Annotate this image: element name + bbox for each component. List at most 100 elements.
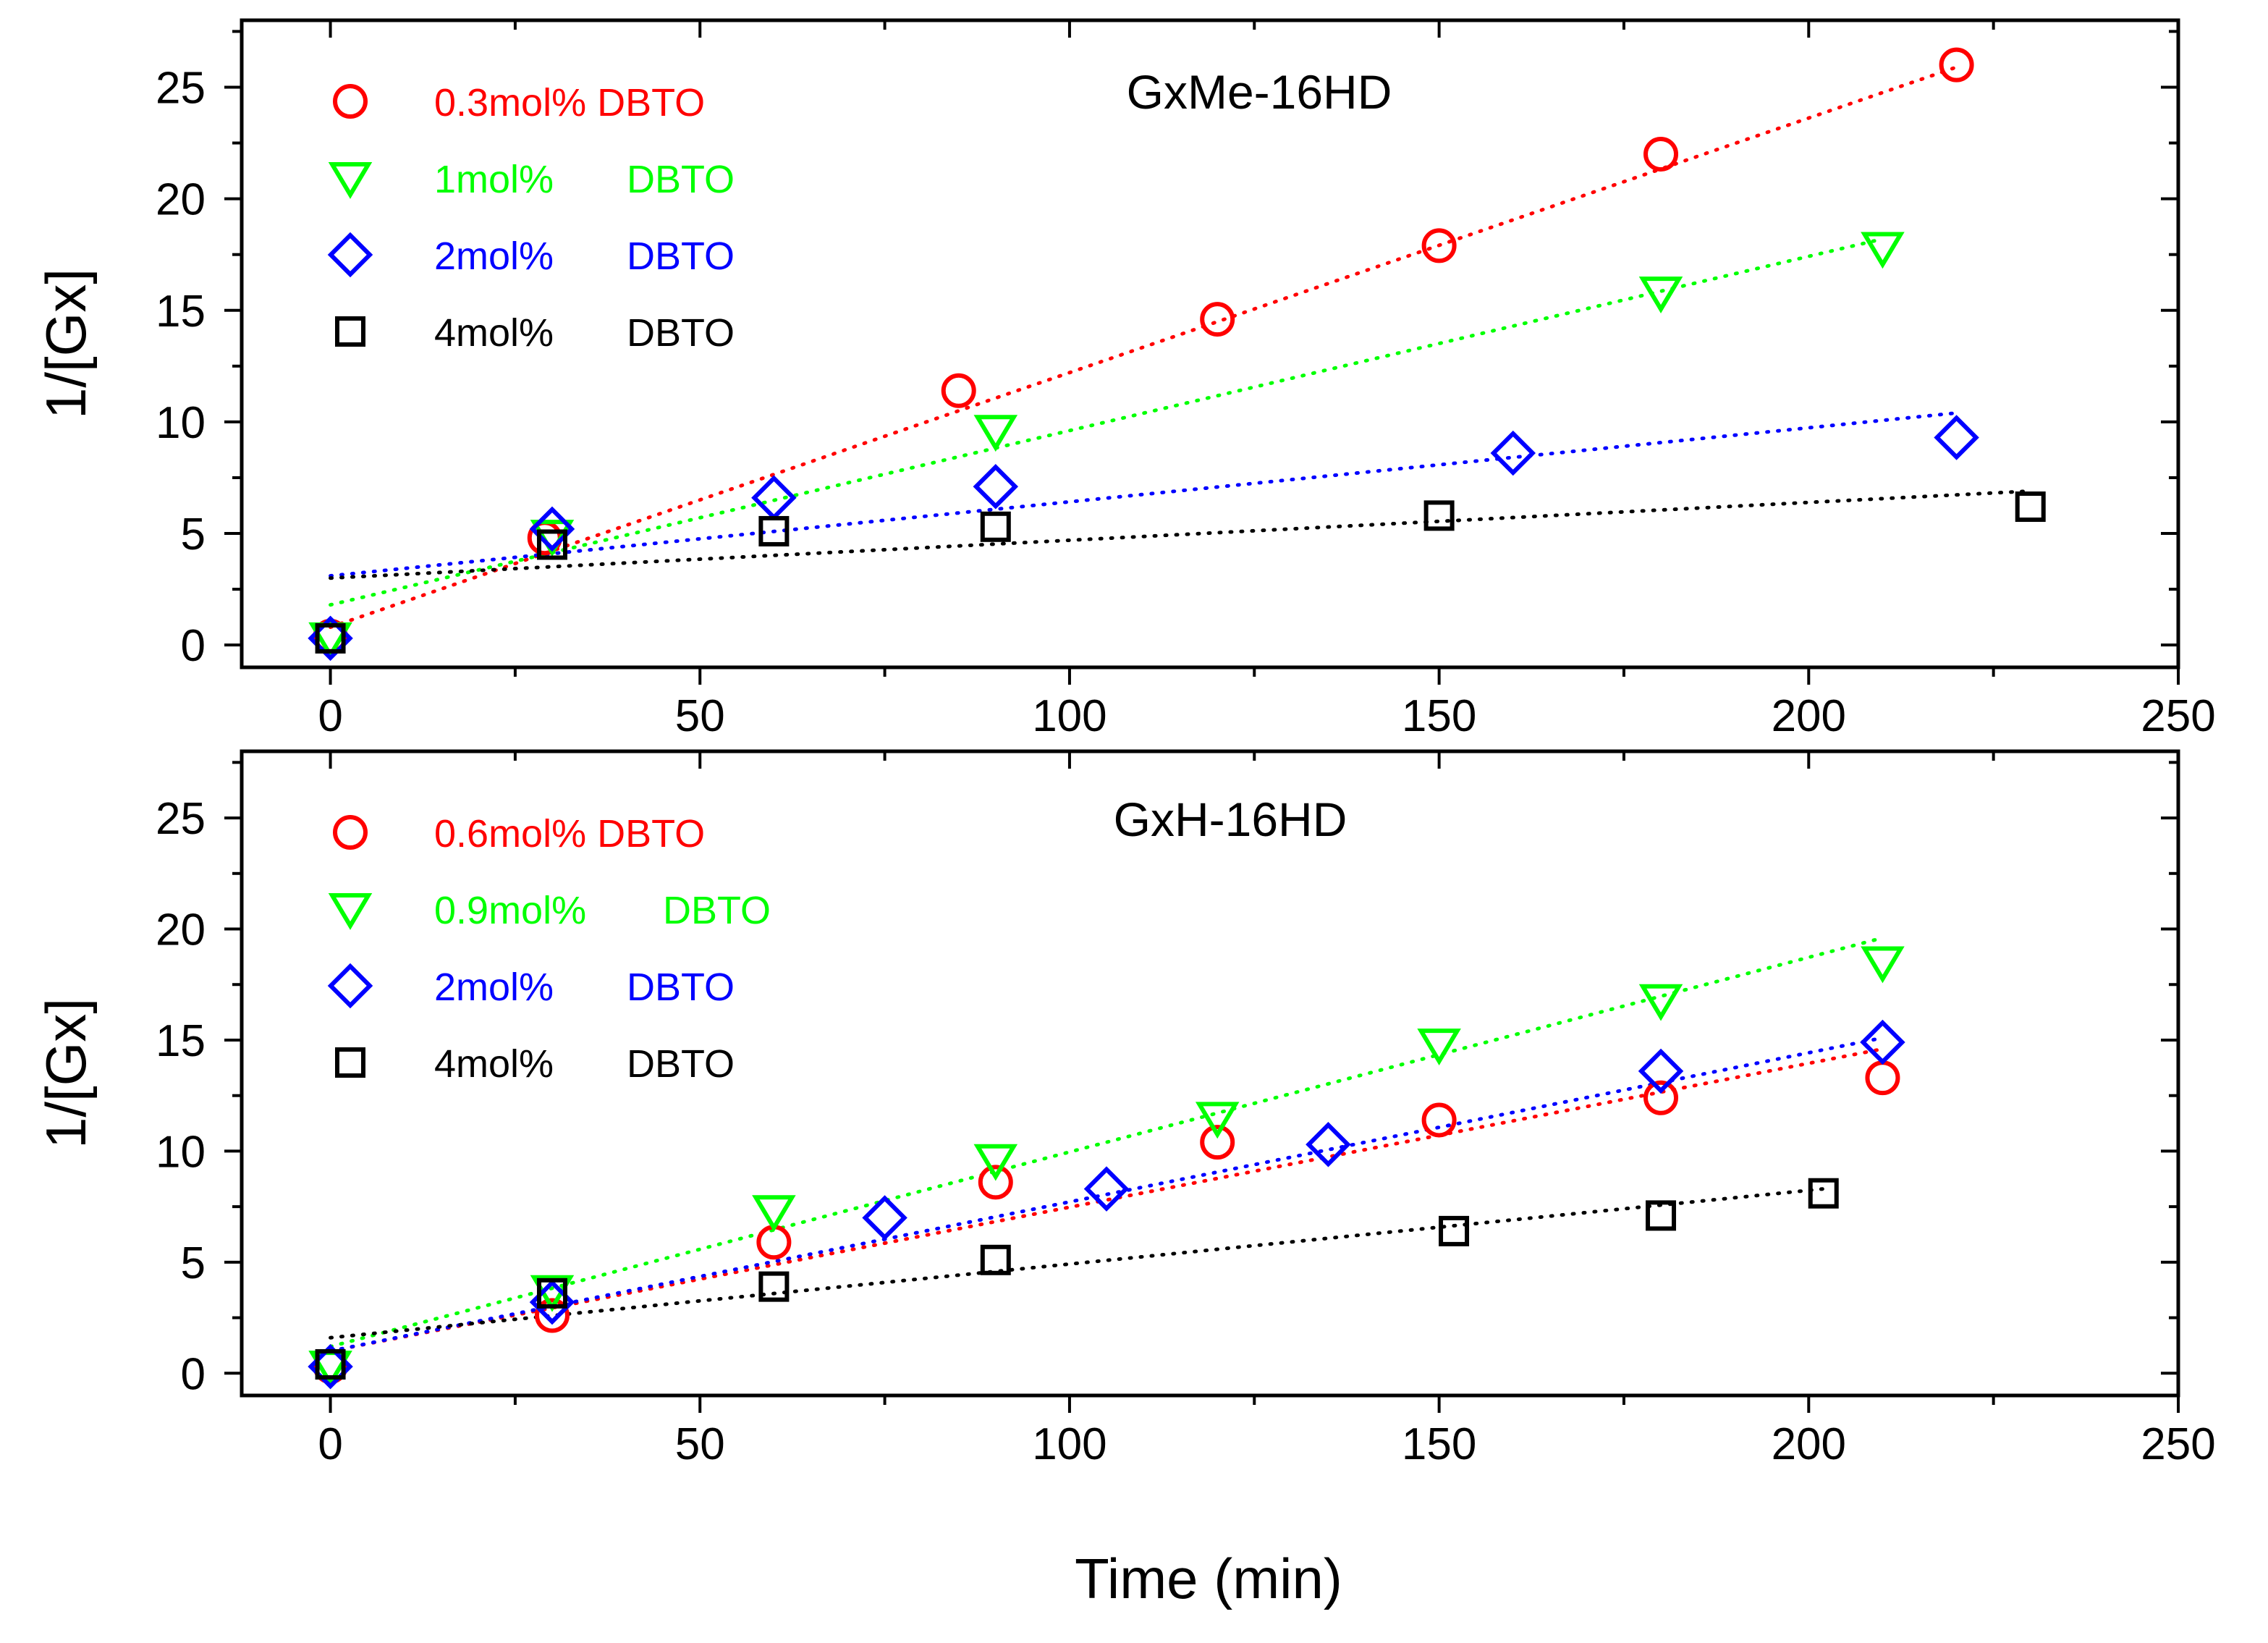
legend-label: 0.3mol% DBTO [434,81,705,124]
data-point [529,506,575,552]
data-point [980,511,1011,542]
data-point [1638,1048,1684,1094]
data-point [1306,1121,1351,1167]
data-point [980,1244,1011,1275]
data-point [315,622,346,654]
legend-label: 0.6mol% DBTO [434,812,705,856]
y-tick-label: 20 [156,905,206,955]
data-point [1643,1080,1679,1115]
data-point [1808,1178,1839,1209]
data-point [1860,1019,1905,1065]
data-point [1421,228,1457,263]
legend-marker [335,1047,365,1078]
x-tick-label: 0 [318,691,342,741]
legend-marker [328,893,373,930]
fit-line [329,65,1959,630]
data-point [758,1271,790,1302]
y-tick-label: 20 [156,175,206,225]
panel-top-gxme: 0 50 100 150 200 250 0 5 10 15 20 25 1/[Gx] GxMe-16HD… [34,18,2216,741]
y-axis-title: 1/[Gx] [34,998,98,1149]
data-point [973,464,1019,510]
y-tick-label: 5 [181,510,206,559]
legend-label-suffix: DBTO [627,235,735,278]
fit-line [329,411,1959,578]
data-point [862,1195,907,1241]
data-point [1490,430,1536,476]
legend-marker [327,232,373,278]
data-point [973,1144,1018,1181]
legend-label-suffix: DBTO [627,158,735,201]
data-point [1861,232,1905,269]
y-tick-label: 0 [181,621,206,671]
data-point [1195,1102,1240,1139]
x-tick-label: 150 [1402,1419,1476,1469]
x-tick-label: 0 [318,1419,342,1469]
y-tick-label: 25 [156,794,206,844]
legend-label: 0.9mol% [434,889,586,932]
fit-line [329,936,1884,1348]
data-point [1423,500,1455,531]
legend-marker [328,162,373,199]
data-point [941,373,976,408]
data-point [1439,1215,1470,1246]
y-tick-label: 10 [156,398,206,448]
legend-marker [333,84,368,119]
x-tick-label: 50 [675,691,725,741]
legend-label: 2mol% [434,966,554,1009]
data-point [752,1195,796,1233]
y-tick-label: 15 [156,287,206,337]
y-axis-title: 1/[Gx] [34,269,98,419]
data-point [978,1165,1013,1200]
y-tick-label: 10 [156,1127,206,1177]
x-tick-label: 150 [1402,691,1476,741]
legend-label: 4mol% [434,1042,554,1086]
legend-label-suffix: DBTO [627,966,735,1009]
fit-line [329,1047,1884,1353]
data-point [1417,1029,1461,1065]
x-axis-title: Time (min) [1075,1547,1342,1610]
legend-label-suffix: DBTO [663,889,771,932]
legend-marker [333,815,368,850]
fit-line [329,489,2033,580]
y-tick-label: 15 [156,1016,206,1066]
data-point [1421,1102,1457,1138]
data-point [534,1298,570,1333]
data-point [1646,1200,1677,1231]
legend-marker [327,963,373,1009]
y-tick-label: 5 [181,1238,206,1288]
data-point [758,515,790,546]
data-point [1083,1166,1130,1212]
data-point [1200,1125,1235,1160]
data-point [536,529,567,560]
legend-label: 4mol% [434,311,554,355]
x-tick-label: 250 [2141,1419,2215,1469]
y-tick-label: 0 [181,1349,206,1399]
legend-label-suffix: DBTO [627,311,735,355]
panel-title: GxMe-16HD [1127,65,1392,119]
data-point [1643,136,1679,172]
data-point [1861,946,1905,984]
x-tick-label: 200 [1772,691,1846,741]
y-tick-label: 25 [156,63,206,113]
data-point [536,1277,567,1309]
data-point [1934,415,1979,460]
data-point [1200,302,1235,337]
data-point [2015,491,2046,523]
panel-bottom-gxh: 0 50 100 150 200 250 0 5 10 15 20 25 1/[Gx] GxH-16HD 0… [34,749,2216,1469]
x-tick-label: 100 [1032,691,1107,741]
x-tick-label: 200 [1772,1419,1846,1469]
data-point [1638,276,1683,313]
plot-frame [240,749,2180,1398]
data-point [1865,1060,1900,1096]
data-point [973,415,1018,452]
panel-title: GxH-16HD [1114,793,1347,846]
legend-marker [335,316,365,347]
legend-label: 1mol% [434,158,554,201]
fit-line [329,1187,1826,1340]
x-tick-label: 250 [2141,691,2215,741]
x-tick-label: 100 [1032,1419,1107,1469]
plot-frame [240,18,2180,670]
legend-label-suffix: DBTO [627,1042,735,1086]
legend-label: 2mol% [434,235,554,278]
